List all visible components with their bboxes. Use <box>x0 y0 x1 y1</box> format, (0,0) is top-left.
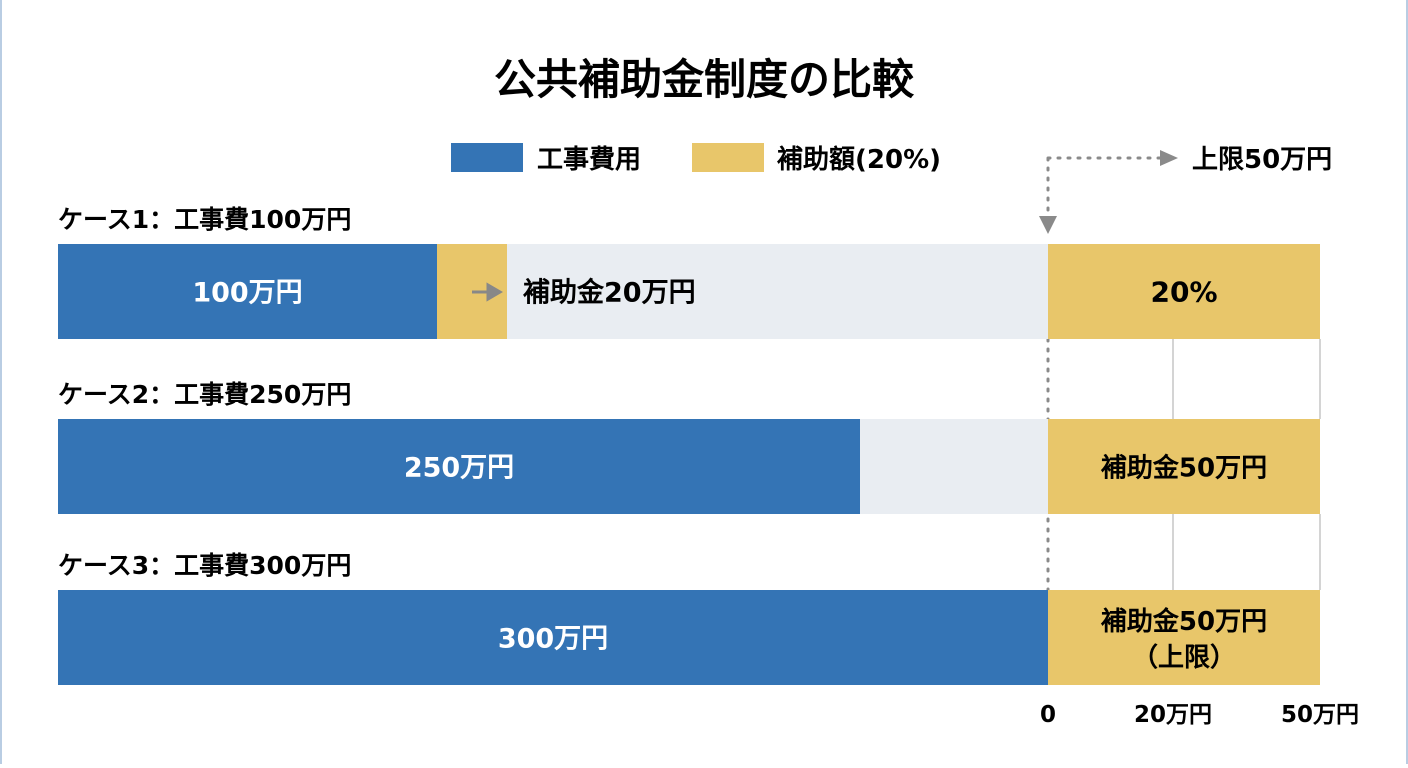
axis-tick-label: 20万円 <box>1134 702 1212 728</box>
legend-swatch-cost <box>451 143 523 172</box>
cost-bar <box>58 244 437 339</box>
cap-guide-line <box>1046 156 1162 218</box>
cost-bar-label: 100万円 <box>192 278 302 309</box>
case-row: ケース3：工事費300万円 300万円 補助金50万円 （上限） <box>58 551 1320 685</box>
cost-bar-label: 300万円 <box>498 624 608 655</box>
inline-subsidy-label: 補助金20万円 <box>522 277 696 309</box>
subsidy-bar-label: 補助金50万円 <box>1100 606 1267 637</box>
subsidy-bar <box>1048 244 1320 339</box>
cost-bar <box>58 590 1048 685</box>
subsidy-bar-label: 補助金50万円 <box>1100 453 1267 484</box>
arrow-right-icon <box>472 282 503 302</box>
cap-annotation: 上限50万円 <box>1192 145 1332 175</box>
subsidy-cap-note: （上限） <box>1132 643 1236 673</box>
subsidy-bar <box>1048 419 1320 514</box>
case-label: ケース2：工事費250万円 <box>58 380 351 409</box>
cap-arrow-right-icon <box>1160 150 1178 166</box>
case-label: ケース3：工事費300万円 <box>58 551 351 580</box>
case-row: ケース2：工事費250万円 250万円 補助金50万円 <box>58 380 1320 514</box>
chart-title: 公共補助金制度の比較 <box>494 55 915 104</box>
legend-label-cost: 工事費用 <box>537 145 641 175</box>
case-row: ケース1：工事費100万円 100万円 補助金20万円 20% <box>58 205 1320 339</box>
axis-tick-label: 50万円 <box>1281 702 1359 728</box>
cost-bar <box>58 419 860 514</box>
legend-swatch-subsidy <box>692 143 764 172</box>
subsidy-bar-label: 20% <box>1150 276 1217 309</box>
cost-bar-label: 250万円 <box>404 453 514 484</box>
subsidy-bar <box>1048 590 1320 685</box>
axis-tick-label: 0 <box>1040 702 1056 728</box>
legend-label-subsidy: 補助額(20%) <box>776 145 941 175</box>
cap-arrow-down-icon <box>1039 216 1057 234</box>
case-label: ケース1：工事費100万円 <box>58 205 351 234</box>
